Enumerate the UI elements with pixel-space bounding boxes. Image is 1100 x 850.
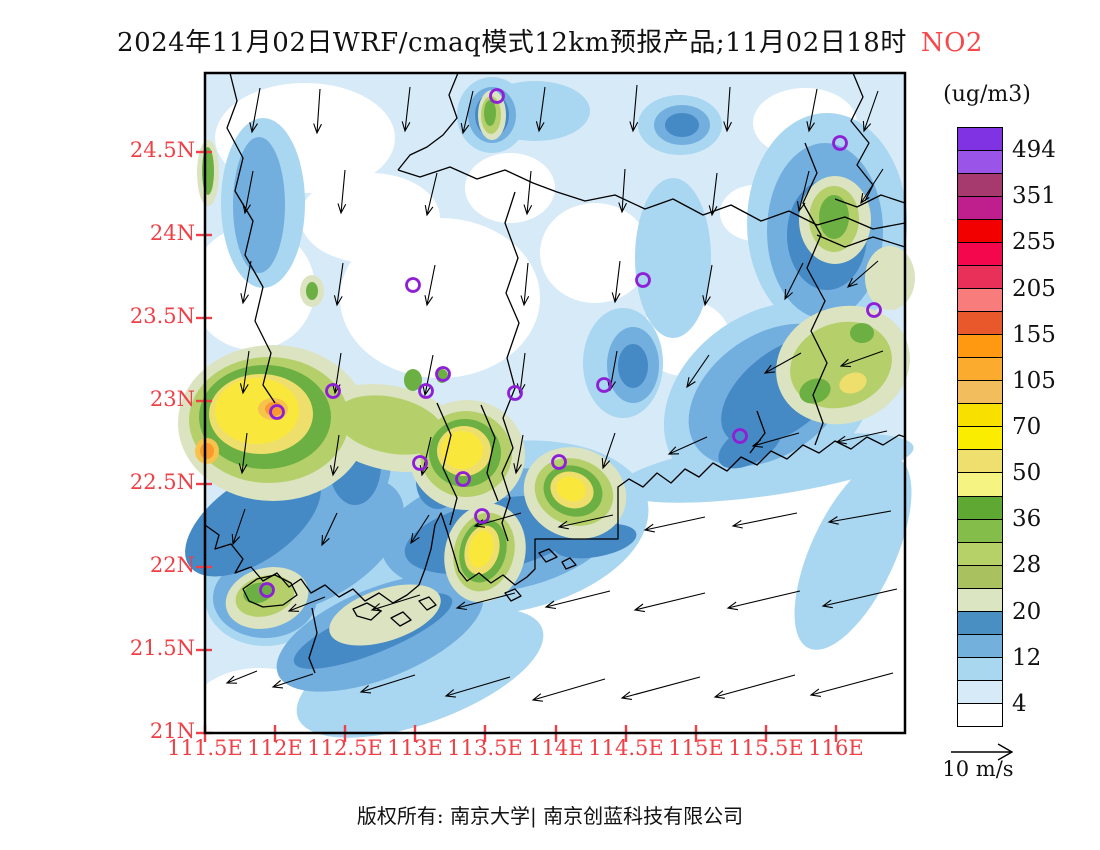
colorbar-segment-11 — [958, 381, 1002, 405]
colorbar-segment-22 — [958, 634, 1002, 658]
colorbar-segment-5 — [958, 243, 1002, 267]
lat-label-22.5N: 22.5N — [129, 470, 195, 494]
colorbar-segment-10 — [958, 358, 1002, 382]
colorbar-label-155: 155 — [1012, 321, 1056, 348]
colorbar-segment-18 — [958, 542, 1002, 566]
lat-label-22N: 22N — [149, 553, 195, 577]
colorbar-label-255: 255 — [1012, 229, 1056, 256]
colorbar-segment-25 — [958, 703, 1002, 726]
colorbar-segment-0 — [958, 128, 1002, 152]
colorbar-label-36: 36 — [1012, 506, 1042, 533]
lat-label-21N: 21N — [149, 719, 195, 743]
colorbar-segment-9 — [958, 335, 1002, 359]
wind-scale-arrow-icon — [951, 743, 1014, 761]
colorbar-segment-21 — [958, 611, 1002, 635]
species-label: NO2 — [920, 28, 983, 58]
title-main: 2024年11月02日WRF/cmaq模式12km预报产品;11月02日18时 — [117, 28, 907, 58]
colorbar-label-20: 20 — [1012, 598, 1042, 625]
colorbar-label-70: 70 — [1012, 414, 1042, 440]
lon-label-112.5E: 112.5E — [307, 736, 383, 760]
forecast-map — [178, 71, 915, 758]
colorbar-segment-14 — [958, 450, 1002, 474]
lat-label-24.5N: 24.5N — [129, 138, 195, 162]
lat-label-23N: 23N — [149, 387, 195, 411]
colorbar-segment-16 — [958, 496, 1002, 520]
colorbar-segment-7 — [958, 289, 1002, 313]
colorbar — [957, 127, 1003, 727]
colorbar-segment-12 — [958, 404, 1002, 428]
colorbar-label-12: 12 — [1012, 644, 1042, 671]
colorbar-segment-19 — [958, 565, 1002, 589]
lon-label-115.5E: 115.5E — [728, 736, 804, 760]
page-title: 2024年11月02日WRF/cmaq模式12km预报产品;11月02日18时 N… — [0, 22, 1100, 59]
footer-text: 版权所有: 南京大学| 南京创蓝科技有限公司 — [356, 804, 744, 828]
map-canvas — [178, 71, 915, 758]
legend-unit-label: (ug/m3) — [943, 82, 1031, 107]
lon-label-112E: 112E — [247, 736, 303, 760]
lat-label-21.5N: 21.5N — [129, 636, 195, 660]
colorbar-segment-3 — [958, 197, 1002, 221]
lon-label-115E: 115E — [668, 736, 724, 760]
lat-label-24N: 24N — [149, 221, 195, 245]
colorbar-label-105: 105 — [1012, 367, 1056, 394]
colorbar-segment-6 — [958, 266, 1002, 290]
wind-scale-label: 10 m/s — [942, 757, 1014, 781]
lon-label-113E: 113E — [387, 736, 443, 760]
lon-label-113.5E: 113.5E — [447, 736, 523, 760]
colorbar-segment-23 — [958, 657, 1002, 681]
colorbar-segment-4 — [958, 220, 1002, 244]
colorbar-segment-8 — [958, 312, 1002, 336]
lat-label-23.5N: 23.5N — [129, 304, 195, 328]
colorbar-segment-24 — [958, 680, 1002, 704]
colorbar-segment-20 — [958, 588, 1002, 612]
colorbar-segment-1 — [958, 151, 1002, 175]
colorbar-label-351: 351 — [1012, 183, 1056, 210]
colorbar-segment-2 — [958, 174, 1002, 198]
colorbar-label-494: 494 — [1012, 137, 1056, 164]
lon-label-111.5E: 111.5E — [167, 736, 243, 760]
colorbar-segment-17 — [958, 519, 1002, 543]
colorbar-label-28: 28 — [1012, 552, 1042, 579]
colorbar-label-4: 4 — [1012, 690, 1027, 717]
lon-label-114E: 114E — [528, 736, 584, 760]
colorbar-segment-13 — [958, 427, 1002, 451]
colorbar-label-205: 205 — [1012, 275, 1056, 302]
colorbar-segment-15 — [958, 473, 1002, 497]
lon-label-116E: 116E — [808, 736, 864, 760]
lon-label-114.5E: 114.5E — [588, 736, 664, 760]
colorbar-label-50: 50 — [1012, 460, 1042, 487]
